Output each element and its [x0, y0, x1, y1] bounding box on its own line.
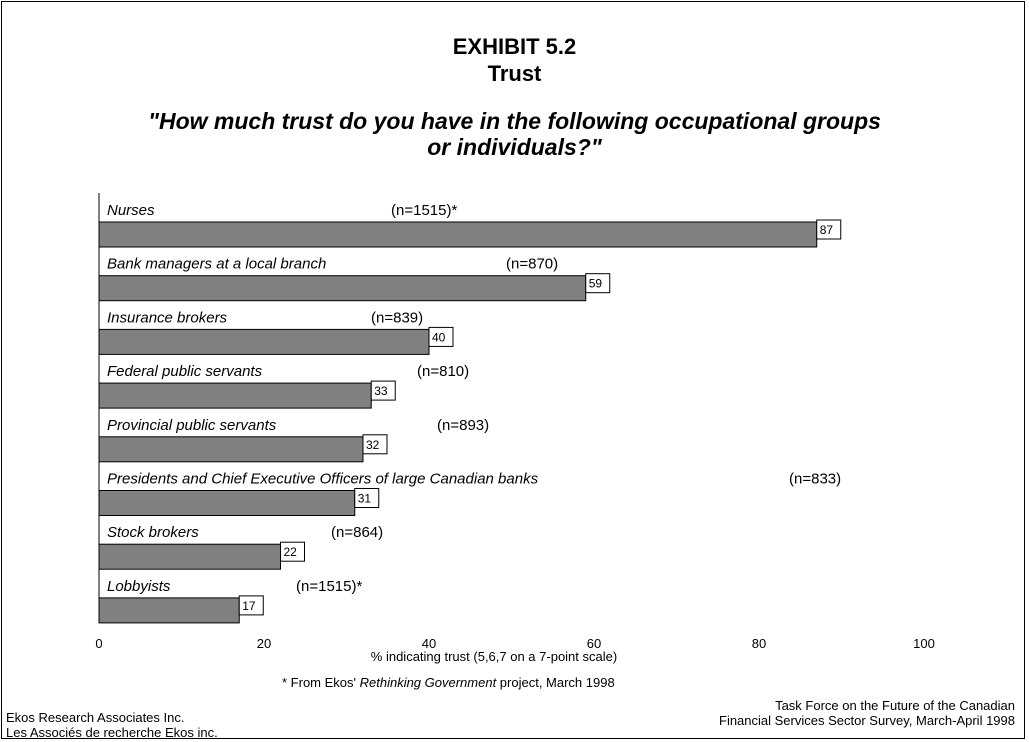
bar	[98, 597, 240, 624]
x-tick-label: 40	[422, 636, 436, 651]
survey-source-line-1: Task Force on the Future of the Canadian	[775, 698, 1015, 713]
footnote-prefix: * From Ekos'	[282, 675, 360, 690]
value-label-box	[362, 434, 388, 455]
value-label: 87	[820, 223, 834, 237]
category-label: Stock brokers	[107, 524, 199, 541]
exhibit-number: EXHIBIT 5.2	[452, 34, 577, 59]
sample-size-label: (n=1515)*	[391, 202, 457, 219]
value-label-box	[354, 488, 380, 508]
bar	[98, 275, 587, 302]
category-label: Federal public servants	[107, 363, 263, 380]
value-label: 40	[432, 330, 446, 344]
value-label-box	[816, 219, 842, 240]
value-label: 22	[284, 545, 298, 559]
x-tick-label: 100	[913, 636, 935, 651]
bar	[98, 221, 818, 248]
category-label: Nurses	[107, 202, 155, 219]
sample-size-label: (n=833)	[789, 471, 841, 488]
bar	[98, 490, 356, 516]
bar	[98, 382, 372, 409]
value-label: 59	[589, 277, 603, 291]
x-tick-label: 80	[752, 636, 766, 651]
sample-size-label: (n=870)	[506, 256, 558, 273]
value-label-box	[280, 541, 305, 562]
x-tick-label: 60	[587, 636, 601, 651]
survey-source-line-2: Financial Services Sector Survey, March-…	[719, 713, 1015, 728]
sample-size-label: (n=893)	[437, 417, 489, 434]
bar	[98, 436, 364, 463]
survey-question-line-1: "How much trust do you have in the follo…	[148, 108, 881, 134]
category-label: Lobbyists	[107, 578, 171, 595]
sample-size-label: (n=810)	[417, 363, 469, 380]
x-tick-label: 0	[95, 636, 102, 651]
bar	[98, 328, 430, 355]
footnote: * From Ekos' Rethinking Government proje…	[282, 675, 615, 690]
bar	[98, 543, 281, 570]
footnote-project-name: Rethinking Government	[359, 675, 497, 690]
organization-name-en: Ekos Research Associates Inc.	[6, 710, 185, 725]
value-label: 17	[242, 599, 256, 613]
survey-source: Task Force on the Future of the Canadian…	[719, 698, 1015, 728]
x-axis-title: % indicating trust (5,6,7 on a 7-point s…	[371, 649, 617, 664]
value-label-box	[428, 326, 454, 347]
organization-name-fr: Les Associés de recherche Ekos inc.	[6, 725, 218, 740]
category-label: Presidents and Chief Executive Officers …	[107, 471, 539, 488]
survey-question-line-2: or individuals?"	[427, 134, 602, 160]
organization-credit: Ekos Research Associates Inc. Les Associ…	[6, 710, 218, 740]
category-label: Provincial public servants	[107, 417, 277, 434]
value-label: 32	[366, 438, 380, 452]
sample-size-label: (n=864)	[331, 524, 383, 541]
value-label-box	[370, 380, 396, 401]
chart-title: Trust	[487, 61, 542, 86]
value-label: 33	[374, 384, 388, 398]
category-label: Bank managers at a local branch	[107, 256, 326, 273]
category-label: Insurance brokers	[107, 309, 228, 326]
value-label-box	[238, 595, 264, 616]
x-tick-label: 20	[257, 636, 271, 651]
value-label: 31	[358, 492, 372, 506]
sample-size-label: (n=1515)*	[296, 578, 362, 595]
sample-size-label: (n=839)	[371, 309, 423, 326]
footnote-suffix: project, March 1998	[496, 675, 615, 690]
value-label-box	[585, 273, 611, 294]
